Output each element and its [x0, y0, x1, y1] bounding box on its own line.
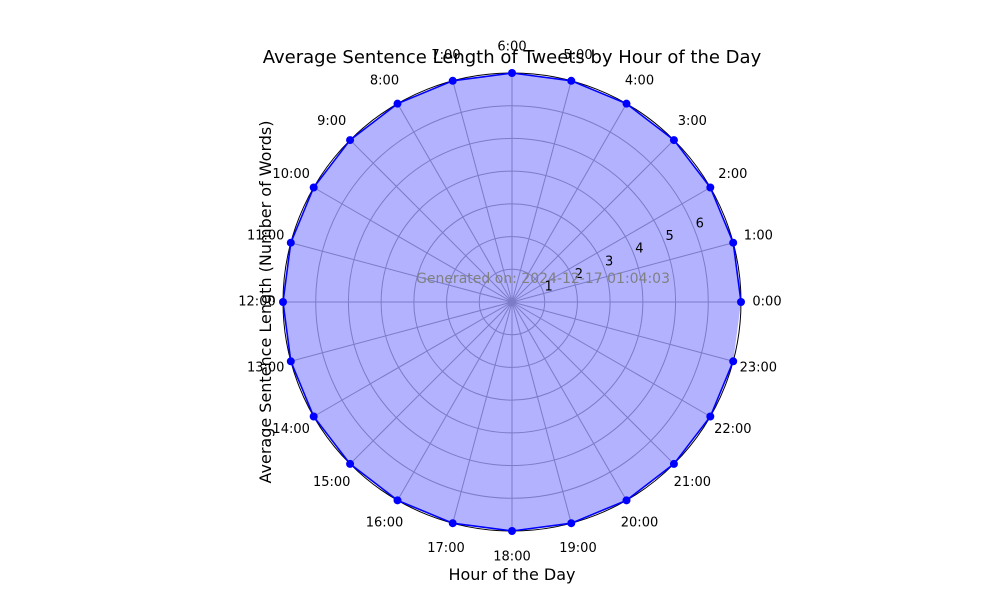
data-point — [669, 459, 678, 468]
chart-title: Average Sentence Length of Tweets by Hou… — [263, 47, 762, 68]
radial-gridcircle — [380, 170, 644, 434]
data-point — [729, 238, 738, 247]
theta-tick-label: 18:00 — [493, 550, 530, 565]
r-tick-label: 5 — [665, 229, 673, 244]
data-point — [737, 298, 745, 306]
y-axis-label: Average Sentence Length (Number of Words… — [256, 121, 275, 484]
theta-tick-label: 15:00 — [313, 475, 350, 490]
tick-labels: 0:00 1:00 2:00 3:00 4:00 5:00 6:00 7:00 8:00 9:00… — [238, 40, 781, 565]
theta-tick-label: 7:00 — [431, 48, 460, 63]
data-point — [669, 136, 678, 145]
series-fill — [283, 73, 741, 531]
radial-gridcircle — [478, 268, 546, 336]
data-point — [393, 496, 402, 505]
radial-gridline — [349, 301, 513, 465]
radial-gridline — [313, 187, 513, 303]
data-point — [508, 527, 516, 535]
radial-gridline — [452, 80, 513, 303]
theta-tick-label: 22:00 — [714, 422, 751, 437]
radial-gridline — [511, 301, 734, 362]
data-point — [309, 183, 318, 192]
theta-tick-label: 4:00 — [625, 74, 654, 89]
data-point — [448, 76, 457, 85]
radial-gridline — [290, 301, 513, 362]
radial-gridcircle — [315, 105, 709, 499]
theta-tick-label: 20:00 — [621, 515, 658, 530]
radial-gridcircle — [413, 203, 611, 401]
generated-timestamp: Generated on: 2024-12-17 01:04:03 — [416, 271, 670, 287]
radial-gridline — [511, 187, 711, 303]
theta-tick-label: 12:00 — [238, 295, 275, 310]
theta-tick-label: 0:00 — [752, 295, 781, 310]
series-line — [282, 72, 742, 532]
theta-tick-label: 2:00 — [718, 167, 747, 182]
theta-tick-label: 16:00 — [366, 515, 403, 530]
radial-gridline — [511, 301, 572, 524]
radial-gridline — [397, 301, 513, 501]
theta-tick-label: 8:00 — [370, 74, 399, 89]
data-point — [279, 298, 287, 306]
theta-tick-label: 17:00 — [427, 541, 464, 556]
theta-tick-label: 6:00 — [497, 40, 526, 55]
data-point — [622, 99, 631, 108]
radial-gridline — [511, 301, 675, 465]
data-point — [729, 357, 738, 366]
radial-gridcircle — [347, 137, 677, 467]
theta-tick-label: 23:00 — [740, 360, 777, 375]
polar-grid — [282, 72, 742, 532]
theta-tick-label: 11:00 — [247, 229, 284, 244]
data-point — [346, 459, 355, 468]
radial-gridline — [511, 301, 711, 417]
r-tick-label: 4 — [635, 242, 643, 257]
theta-tick-label: 13:00 — [247, 360, 284, 375]
r-tick-label: 6 — [696, 217, 704, 232]
radial-gridline — [511, 103, 627, 303]
theta-tick-label: 10:00 — [272, 167, 309, 182]
theta-tick-label: 9:00 — [317, 114, 346, 129]
data-point — [448, 519, 457, 528]
data-point — [567, 519, 576, 528]
radial-gridline — [511, 80, 572, 303]
data-point — [567, 76, 576, 85]
radial-gridline — [452, 301, 513, 524]
theta-tick-label: 1:00 — [744, 229, 773, 244]
theta-tick-label: 14:00 — [272, 422, 309, 437]
radial-gridline — [397, 103, 513, 303]
data-point — [706, 183, 715, 192]
radial-gridline — [511, 301, 627, 501]
r-tick-label: 2 — [575, 267, 583, 282]
r-tick-label: 1 — [545, 279, 553, 294]
radial-gridline — [313, 301, 513, 417]
data-series — [279, 69, 745, 535]
data-point — [346, 136, 355, 145]
theta-tick-label: 21:00 — [674, 475, 711, 490]
r-tick-label: 3 — [605, 254, 613, 269]
x-axis-label: Hour of the Day — [448, 565, 575, 584]
data-point — [393, 99, 402, 108]
data-point — [622, 496, 631, 505]
radial-gridline — [290, 242, 513, 303]
data-point — [508, 69, 516, 77]
radial-gridline — [511, 139, 675, 303]
data-point — [286, 238, 295, 247]
radial-gridline — [349, 139, 513, 303]
theta-tick-label: 5:00 — [563, 48, 592, 63]
theta-tick-label: 19:00 — [559, 541, 596, 556]
radial-gridcircle — [446, 236, 578, 368]
radial-gridline — [511, 242, 734, 303]
data-point — [706, 412, 715, 421]
data-point — [309, 412, 318, 421]
theta-tick-label: 3:00 — [678, 114, 707, 129]
data-point — [286, 357, 295, 366]
